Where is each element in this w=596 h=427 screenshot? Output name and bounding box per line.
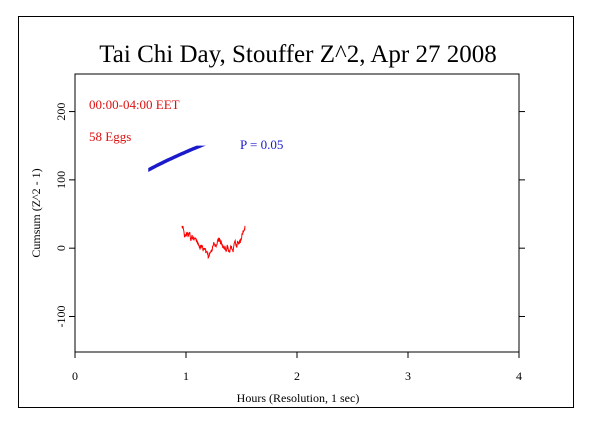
axis-ticks: 0 1 2 3 4 -100 0 100 200 bbox=[54, 103, 525, 383]
x-tick-label: 0 bbox=[72, 369, 78, 383]
y-axis-label: Cumsum (Z^2 - 1) bbox=[29, 168, 43, 257]
egg-count-annotation: 58 Eggs bbox=[89, 129, 131, 144]
plot-area bbox=[74, 73, 520, 353]
x-axis-label: Hours (Resolution, 1 sec) bbox=[237, 391, 360, 405]
x-tick-label: 4 bbox=[516, 369, 522, 383]
y-tick-label: 0 bbox=[54, 245, 68, 251]
chart-frame bbox=[18, 16, 574, 408]
x-tick-label: 2 bbox=[294, 369, 300, 383]
y-tick-label: 200 bbox=[54, 103, 68, 121]
y-tick-label: 100 bbox=[54, 171, 68, 189]
p-value-annotation: P = 0.05 bbox=[240, 137, 283, 152]
x-tick-label: 3 bbox=[405, 369, 411, 383]
series-cumsum-line bbox=[75, 152, 519, 258]
x-tick-label: 1 bbox=[183, 369, 189, 383]
chart-title: Tai Chi Day, Stouffer Z^2, Apr 27 2008 bbox=[99, 41, 496, 68]
y-tick-label: -100 bbox=[54, 305, 68, 327]
plot-border bbox=[74, 73, 520, 353]
time-range-annotation: 00:00-04:00 EET bbox=[89, 97, 180, 112]
